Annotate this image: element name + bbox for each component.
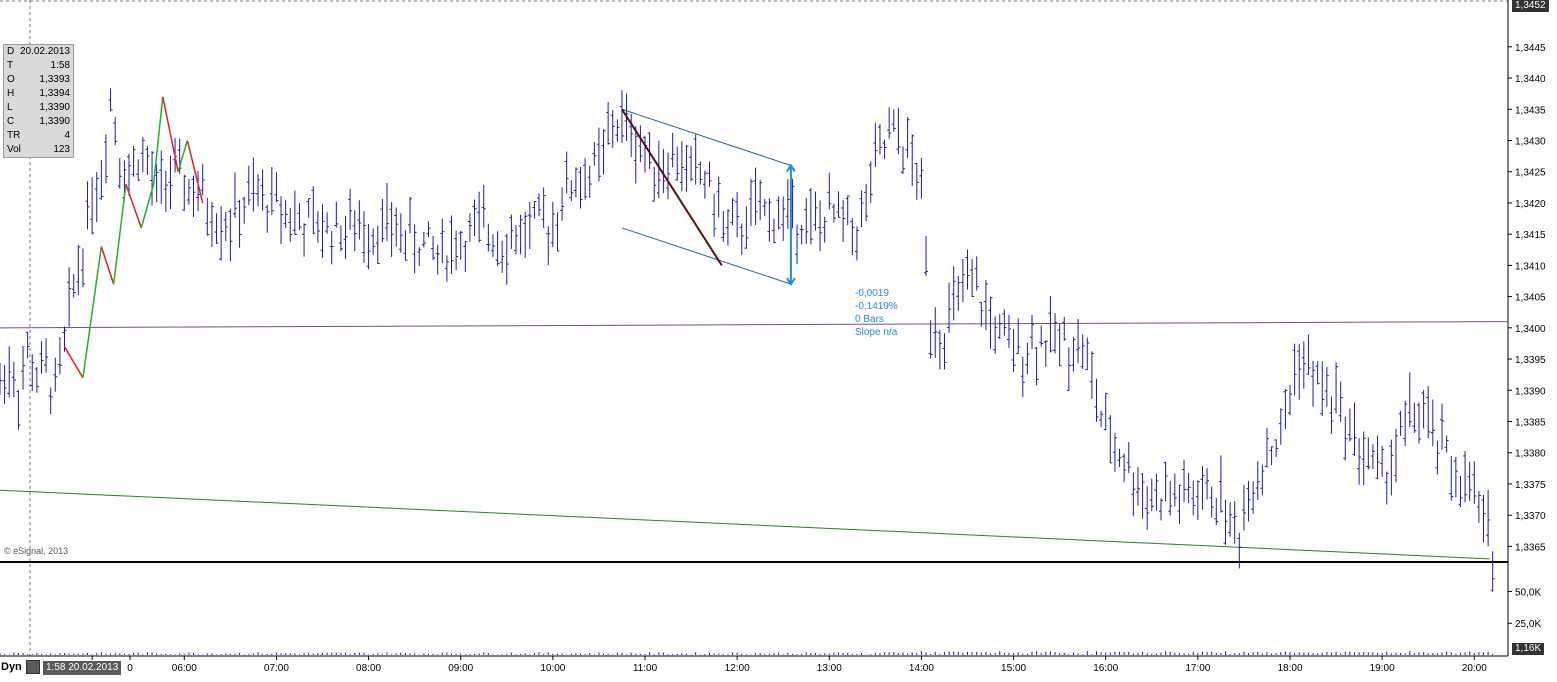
x-tick-label: 18:00 — [1277, 663, 1302, 674]
zigzag-segment — [140, 184, 155, 229]
x-tick-label: 15:00 — [1001, 663, 1026, 674]
data-row-high: H 1,3394 — [7, 88, 70, 99]
trend-lines — [0, 321, 1509, 560]
x-tick-label: 06:00 — [172, 663, 197, 674]
x-tick-label: 10:00 — [540, 663, 565, 674]
channel-upper-line — [621, 108, 792, 166]
dyn-label[interactable]: Dyn — [1, 661, 22, 673]
channel-diagonal-line — [621, 108, 723, 266]
y-tick-label: 1,3380 — [1515, 449, 1546, 460]
data-row-vol: Vol 123 — [7, 144, 70, 155]
x-tick-label: 19:00 — [1370, 663, 1395, 674]
measure-annotation: -0,0019 -0,1419% 0 Bars Slope n/a — [855, 287, 898, 339]
y-tick-label: 1,3375 — [1515, 480, 1546, 491]
y-tick-label: 1,3405 — [1515, 293, 1546, 304]
y-tick-label: 1,3415 — [1515, 230, 1546, 241]
ohlc-bars — [0, 88, 1495, 592]
measure-change-pct: -0,1419% — [855, 301, 898, 312]
zigzag-segment — [112, 184, 127, 285]
data-row-close: C 1,3390 — [7, 116, 70, 127]
x-tick-label: 20:00 — [1462, 663, 1487, 674]
x-tick-label: 08:00 — [356, 663, 381, 674]
x-tick-label: 12:00 — [725, 663, 750, 674]
data-row-open: O 1,3393 — [7, 74, 70, 85]
support-trend-line — [0, 489, 1490, 560]
zigzag-segment — [152, 96, 164, 185]
x-tick-label: 14:00 — [909, 663, 934, 674]
measure-bars: 0 Bars — [855, 314, 884, 325]
x-tick-label: 13:00 — [817, 663, 842, 674]
zigzag-segment — [100, 246, 115, 285]
zigzag-segment — [177, 140, 189, 172]
zigzag-segment — [82, 246, 103, 378]
x-tick-label: 11:00 — [633, 663, 658, 674]
x-tick-label: 16:00 — [1093, 663, 1118, 674]
data-row-date: D 20.02.2013 — [7, 46, 70, 57]
y-tick-label: 1,3390 — [1515, 386, 1546, 397]
measure-arrow-head-top — [786, 163, 796, 173]
y-tick-label: 1,3420 — [1515, 199, 1546, 210]
y-tick-label: 1,3365 — [1515, 542, 1546, 553]
measure-change: -0,0019 — [855, 288, 889, 299]
cursor-time-badge: 1:58 20.02.2013 — [43, 661, 122, 675]
x-tick-label: 0 — [127, 663, 133, 674]
measure-slope: Slope n/a — [855, 327, 898, 338]
channel-drawing — [621, 108, 796, 286]
y-tick-label: 1,3370 — [1515, 511, 1546, 522]
x-tick-label: 09:00 — [448, 663, 473, 674]
data-row-low: L 1,3390 — [7, 102, 70, 113]
dyn-toggle-icon[interactable] — [26, 660, 40, 674]
zigzag-segment — [186, 140, 204, 204]
channel-lower-line — [621, 227, 792, 285]
x-axis-ticks: 005:0006:0007:0008:0009:0010:0011:0012:0… — [80, 656, 1487, 674]
last-price-flag: 1,3452 — [1512, 0, 1549, 12]
y-tick-label: 1,3395 — [1515, 355, 1546, 366]
data-window: D 20.02.2013 T 1:58 O 1,3393 H 1,3394 L 1,339… — [3, 44, 74, 158]
y-axis-ticks: 1,3445 1,3440 1,3435 1,3430 1,3425 1,3420 1,34… — [1508, 43, 1546, 553]
y-tick-label: 1,3425 — [1515, 168, 1546, 179]
y-tick-label: 1,3440 — [1515, 74, 1546, 85]
volume-tick-label: 50,0K — [1515, 587, 1541, 598]
volume-tick-label: 25,0K — [1515, 619, 1541, 630]
volume-flag: 1,16K — [1512, 643, 1545, 655]
zigzag-segment — [63, 346, 84, 379]
zigzag-lines — [63, 96, 204, 379]
data-row-time: T 1:58 — [7, 60, 70, 71]
measure-arrow-head-bottom — [786, 277, 796, 286]
resistance-trend-line — [0, 321, 1509, 329]
x-tick-label: 07:00 — [264, 663, 289, 674]
zigzag-segment — [125, 183, 142, 229]
y-tick-label: 1,3445 — [1515, 43, 1546, 54]
y-tick-label: 1,3435 — [1515, 105, 1546, 116]
y-tick-label: 1,3400 — [1515, 324, 1546, 335]
data-row-tr: TR 4 — [7, 130, 70, 141]
y-tick-label: 1,3410 — [1515, 261, 1546, 272]
y-tick-label: 1,3430 — [1515, 137, 1546, 148]
x-tick-label: 17:00 — [1185, 663, 1210, 674]
volume-bars: 50,0K 25,0K — [0, 587, 1541, 655]
y-tick-label: 1,3385 — [1515, 418, 1546, 429]
copyright-text: © eSignal, 2013 — [4, 546, 69, 556]
zigzag-segment — [162, 96, 179, 172]
